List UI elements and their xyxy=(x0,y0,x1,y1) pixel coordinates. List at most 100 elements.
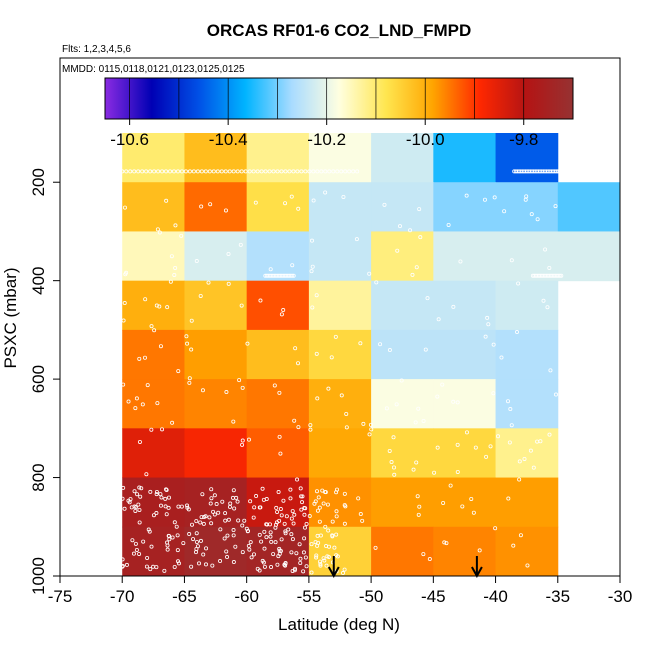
flight-point xyxy=(226,517,231,522)
flight-point xyxy=(308,427,313,432)
flight-point xyxy=(360,518,365,523)
flight-point xyxy=(247,169,252,174)
flight-point xyxy=(163,504,168,509)
flight-point xyxy=(416,406,421,411)
flight-point xyxy=(137,485,142,490)
flight-point xyxy=(316,540,321,545)
heatmap-cell xyxy=(246,379,310,429)
flight-point xyxy=(295,169,300,174)
flight-point xyxy=(508,407,513,412)
x-axis: -75 -70 -65 -60 -55 -50 -45 -40 -35 -30 xyxy=(48,575,632,606)
flight-point xyxy=(382,202,387,207)
flight-point xyxy=(236,518,241,523)
flight-point xyxy=(154,492,159,497)
flight-point xyxy=(373,545,378,550)
x-axis-label: Latitude (deg N) xyxy=(278,615,400,634)
flight-point xyxy=(124,270,129,275)
heatmap-cell xyxy=(495,280,559,331)
flight-point xyxy=(272,383,277,388)
flight-point xyxy=(160,169,165,174)
flight-point xyxy=(538,439,543,444)
y-tick-label: 800 xyxy=(29,463,48,491)
flight-point xyxy=(421,552,426,557)
flight-point xyxy=(391,435,396,440)
flight-point xyxy=(157,230,162,235)
flight-point xyxy=(223,208,228,213)
flight-point xyxy=(252,505,257,510)
flight-point xyxy=(358,341,363,346)
flight-point xyxy=(140,169,145,174)
flight-point xyxy=(301,569,306,574)
flight-point xyxy=(293,346,298,351)
heatmap-cell xyxy=(184,379,248,429)
flight-point xyxy=(189,564,194,569)
flight-point xyxy=(276,490,281,495)
flight-point xyxy=(185,503,190,508)
flight-point xyxy=(158,344,163,349)
flight-point xyxy=(316,495,321,500)
flight-point xyxy=(417,504,422,509)
heatmap-cell xyxy=(433,526,497,577)
heatmap-cell xyxy=(433,231,497,282)
flight-point xyxy=(298,486,303,491)
flight-point xyxy=(203,562,208,567)
flight-point xyxy=(262,564,267,569)
heatmap-cell xyxy=(122,133,185,183)
flight-point xyxy=(326,528,331,533)
flight-point xyxy=(148,567,153,572)
flight-point xyxy=(176,504,181,509)
heatmap-cell xyxy=(433,428,497,479)
flight-point xyxy=(310,238,315,243)
flight-point xyxy=(122,205,127,210)
flight-point xyxy=(299,169,304,174)
flight-point xyxy=(303,555,308,560)
flight-point xyxy=(342,567,347,572)
flight-point xyxy=(233,544,238,549)
flight-point xyxy=(315,396,320,401)
flight-point xyxy=(278,507,283,512)
flight-point xyxy=(198,293,203,298)
flight-point xyxy=(139,486,144,491)
flight-point xyxy=(288,487,293,492)
flight-point xyxy=(464,193,469,198)
flight-point xyxy=(224,549,229,554)
flight-point xyxy=(517,459,522,464)
flight-point xyxy=(170,420,175,425)
flight-point xyxy=(317,505,322,510)
flight-point xyxy=(220,499,225,504)
chart-title: ORCAS RF01-6 CO2_LND_FMPD xyxy=(207,21,472,40)
flight-points xyxy=(120,169,564,576)
flight-point xyxy=(209,521,214,526)
flight-point xyxy=(446,222,451,227)
flight-point xyxy=(231,419,236,424)
flight-point xyxy=(289,194,294,199)
flight-point xyxy=(339,169,344,174)
flight-point xyxy=(131,551,136,556)
flight-point xyxy=(267,169,272,174)
flight-point xyxy=(257,568,262,573)
flight-point xyxy=(387,348,392,353)
flight-point xyxy=(201,521,206,526)
flight-point xyxy=(175,533,180,538)
flight-point xyxy=(246,543,251,548)
flight-point xyxy=(283,529,288,534)
flight-point xyxy=(269,565,274,570)
flight-point xyxy=(165,547,170,552)
flight-point xyxy=(165,305,170,310)
heatmap-cell xyxy=(371,329,434,380)
flight-point xyxy=(311,169,316,174)
flight-point xyxy=(195,169,200,174)
flight-point xyxy=(332,545,337,550)
flight-point xyxy=(391,465,396,470)
flight-point xyxy=(298,556,303,561)
flight-point xyxy=(329,355,334,360)
flight-point xyxy=(304,564,309,569)
flight-point xyxy=(535,217,540,222)
flight-point xyxy=(262,529,267,534)
flight-point xyxy=(313,499,318,504)
flight-point xyxy=(121,382,126,387)
flight-point xyxy=(301,550,306,555)
flight-point xyxy=(253,200,258,205)
flight-point xyxy=(303,525,308,530)
flight-point xyxy=(367,271,372,276)
